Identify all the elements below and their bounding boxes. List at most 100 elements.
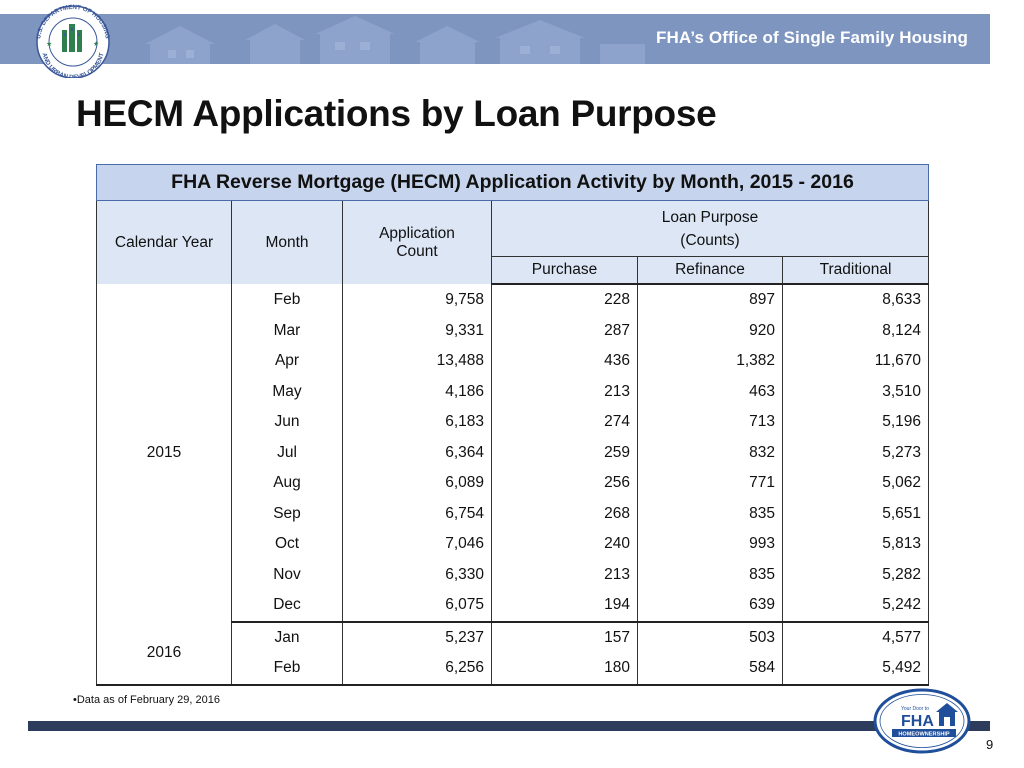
page-title: HECM Applications by Loan Purpose — [76, 93, 717, 134]
table-row: Dec 6,075 194 639 5,242 — [97, 590, 929, 623]
table-row: Feb 6,256 180 584 5,492 — [97, 653, 929, 686]
month-cell: Dec — [231, 590, 343, 623]
header-application-count-line2: Count — [396, 242, 438, 260]
purchase-cell: 180 — [491, 653, 638, 686]
refinance-cell: 897 — [637, 284, 783, 316]
table-row: Jun 6,183 274 713 5,196 — [97, 407, 929, 438]
purchase-cell: 256 — [491, 468, 638, 499]
table-row: 2015 Feb 9,758 228 897 8,633 — [96, 284, 929, 622]
svg-text:★: ★ — [93, 40, 99, 48]
refinance-cell: 835 — [637, 498, 783, 529]
traditional-cell: 5,492 — [782, 653, 929, 686]
fha-homeownership-logo: Your Door to FHA HOMEOWNERSHIP — [873, 688, 971, 754]
traditional-cell: 5,651 — [782, 498, 929, 529]
bullet-icon: • — [73, 694, 77, 706]
purchase-cell: 268 — [491, 498, 638, 529]
header-loan-purpose: Loan Purpose (Counts) — [491, 200, 929, 257]
table-row: Oct 7,046 240 993 5,813 — [97, 529, 929, 560]
refinance-cell: 503 — [637, 621, 783, 653]
traditional-cell: 3,510 — [782, 376, 929, 407]
application-count-cell: 6,183 — [342, 407, 492, 438]
month-cell: Jan — [231, 621, 343, 653]
application-count-cell: 7,046 — [342, 529, 492, 560]
traditional-cell: 8,633 — [782, 284, 929, 316]
header-application-count: Application Count — [342, 200, 492, 284]
application-count-cell: 6,256 — [342, 653, 492, 686]
purchase-cell: 194 — [491, 590, 638, 623]
month-cell: Oct — [231, 529, 343, 560]
hud-seal-logo: U.S. DEPARTMENT OF HOUSING AND URBAN DEV… — [35, 4, 111, 78]
header-traditional: Traditional — [782, 256, 929, 285]
footer-bar — [28, 721, 885, 731]
refinance-cell: 463 — [637, 376, 783, 407]
header-loan-purpose-line1: Loan Purpose — [661, 208, 759, 226]
refinance-cell: 920 — [637, 315, 783, 346]
application-count-cell: 4,186 — [342, 376, 492, 407]
refinance-cell: 1,382 — [637, 346, 783, 377]
month-cell: Jul — [231, 437, 343, 468]
traditional-cell: 5,813 — [782, 529, 929, 560]
application-count-cell: 6,330 — [342, 559, 492, 590]
header-refinance: Refinance — [637, 256, 783, 285]
traditional-cell: 8,124 — [782, 315, 929, 346]
refinance-cell: 713 — [637, 407, 783, 438]
page-number: 9 — [986, 737, 994, 752]
refinance-cell: 639 — [637, 590, 783, 623]
table-row: Sep 6,754 268 835 5,651 — [97, 498, 929, 529]
year-cell: 2016 — [96, 621, 232, 686]
traditional-cell: 5,282 — [782, 559, 929, 590]
refinance-cell: 835 — [637, 559, 783, 590]
month-cell: Mar — [231, 315, 343, 346]
application-count-cell: 6,364 — [342, 437, 492, 468]
application-count-cell: 5,237 — [342, 621, 492, 653]
header-calendar-year: Calendar Year — [96, 200, 232, 284]
fha-logo-subtitle: HOMEOWNERSHIP — [898, 732, 950, 738]
month-cell: Feb — [231, 653, 343, 686]
application-count-cell: 6,075 — [342, 590, 492, 623]
application-count-cell: 6,754 — [342, 498, 492, 529]
svg-text:★: ★ — [46, 40, 52, 48]
table-row: Mar 9,331 287 920 8,124 — [97, 315, 929, 346]
traditional-cell: 5,196 — [782, 407, 929, 438]
application-count-cell: 9,331 — [342, 315, 492, 346]
purchase-cell: 259 — [491, 437, 638, 468]
table-caption: FHA Reverse Mortgage (HECM) Application … — [96, 164, 929, 201]
refinance-cell: 771 — [637, 468, 783, 499]
refinance-cell: 584 — [637, 653, 783, 686]
month-cell: Jun — [231, 407, 343, 438]
footnote: •Data as of February 29, 2016 — [73, 694, 220, 706]
traditional-cell: 4,577 — [782, 621, 929, 653]
traditional-cell: 5,062 — [782, 468, 929, 499]
fha-logo-brand: FHA — [901, 713, 934, 730]
month-cell: Feb — [231, 284, 343, 316]
application-count-cell: 6,089 — [342, 468, 492, 499]
year-cell: 2015 — [96, 284, 232, 622]
footer-bar-right — [960, 721, 990, 731]
purchase-cell: 213 — [491, 376, 638, 407]
header-banner: FHA’s Office of Single Family Housing — [0, 14, 990, 64]
table-row: Jul 6,364 259 832 5,273 — [97, 437, 929, 468]
month-cell: Nov — [231, 559, 343, 590]
fha-logo-tagline: Your Door to — [901, 706, 929, 712]
footnote-text: Data as of February 29, 2016 — [76, 694, 220, 706]
table-body-2016: 2016 Jan 5,237 157 503 4,577 Feb 6,256 1… — [96, 621, 929, 686]
table-row: May 4,186 213 463 3,510 — [97, 376, 929, 407]
header-month: Month — [231, 200, 343, 284]
banner-title: FHA’s Office of Single Family Housing — [656, 28, 968, 47]
purchase-cell: 287 — [491, 315, 638, 346]
purchase-cell: 240 — [491, 529, 638, 560]
header-loan-purpose-line2: (Counts) — [680, 231, 740, 249]
table-row: Apr 13,488 436 1,382 11,670 — [97, 346, 929, 377]
purchase-cell: 436 — [491, 346, 638, 377]
month-cell: May — [231, 376, 343, 407]
house-silhouettes-decoration — [145, 16, 645, 64]
traditional-cell: 5,273 — [782, 437, 929, 468]
month-cell: Sep — [231, 498, 343, 529]
table-row: 2016 Jan 5,237 157 503 4,577 — [96, 621, 929, 686]
table-row: Aug 6,089 256 771 5,062 — [97, 468, 929, 499]
header-application-count-line1: Application — [379, 224, 455, 242]
application-count-cell: 9,758 — [342, 284, 492, 316]
table-row: Nov 6,330 213 835 5,282 — [97, 559, 929, 590]
purchase-cell: 213 — [491, 559, 638, 590]
traditional-cell: 11,670 — [782, 346, 929, 377]
